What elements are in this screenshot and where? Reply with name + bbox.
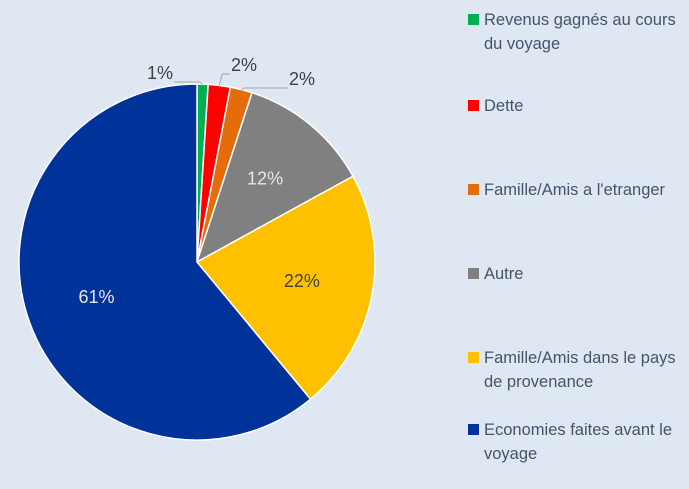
legend-item: Dette <box>468 94 683 118</box>
legend-label: Famille/Amis a l'etranger <box>484 181 666 199</box>
legend-item: Autre <box>468 262 683 286</box>
data-label: 22% <box>284 271 320 291</box>
legend-swatch <box>468 184 479 195</box>
data-label: 2% <box>231 55 257 75</box>
legend-swatch <box>468 424 479 435</box>
leader-line <box>174 81 203 85</box>
legend-label: Famille/Amis dans le pays de provenance <box>484 349 676 391</box>
pie-slice <box>18 83 312 441</box>
data-label: 61% <box>78 287 114 307</box>
legend-label: Dette <box>484 97 524 115</box>
legend-swatch <box>468 268 479 279</box>
legend-swatch <box>468 14 479 25</box>
leader-line <box>241 87 288 91</box>
legend-swatch <box>468 352 479 363</box>
leader-line <box>218 73 230 86</box>
legend-item: Economies faites avant le voyage <box>468 418 683 466</box>
legend-label: Autre <box>484 265 524 283</box>
pie-slice <box>195 91 355 264</box>
pie-slice <box>195 175 376 401</box>
legend-swatch <box>468 100 479 111</box>
data-label: 12% <box>247 168 283 188</box>
data-label: 2% <box>289 69 315 89</box>
data-label: 1% <box>147 63 173 83</box>
legend-item: Famille/Amis dans le pays de provenance <box>468 346 683 394</box>
legend-item: Revenus gagnés au cours du voyage <box>468 8 683 56</box>
legend-label: Economies faites avant le voyage <box>484 421 673 463</box>
legend-item: Famille/Amis a l'etranger <box>468 178 683 202</box>
legend-label: Revenus gagnés au cours du voyage <box>484 11 676 53</box>
